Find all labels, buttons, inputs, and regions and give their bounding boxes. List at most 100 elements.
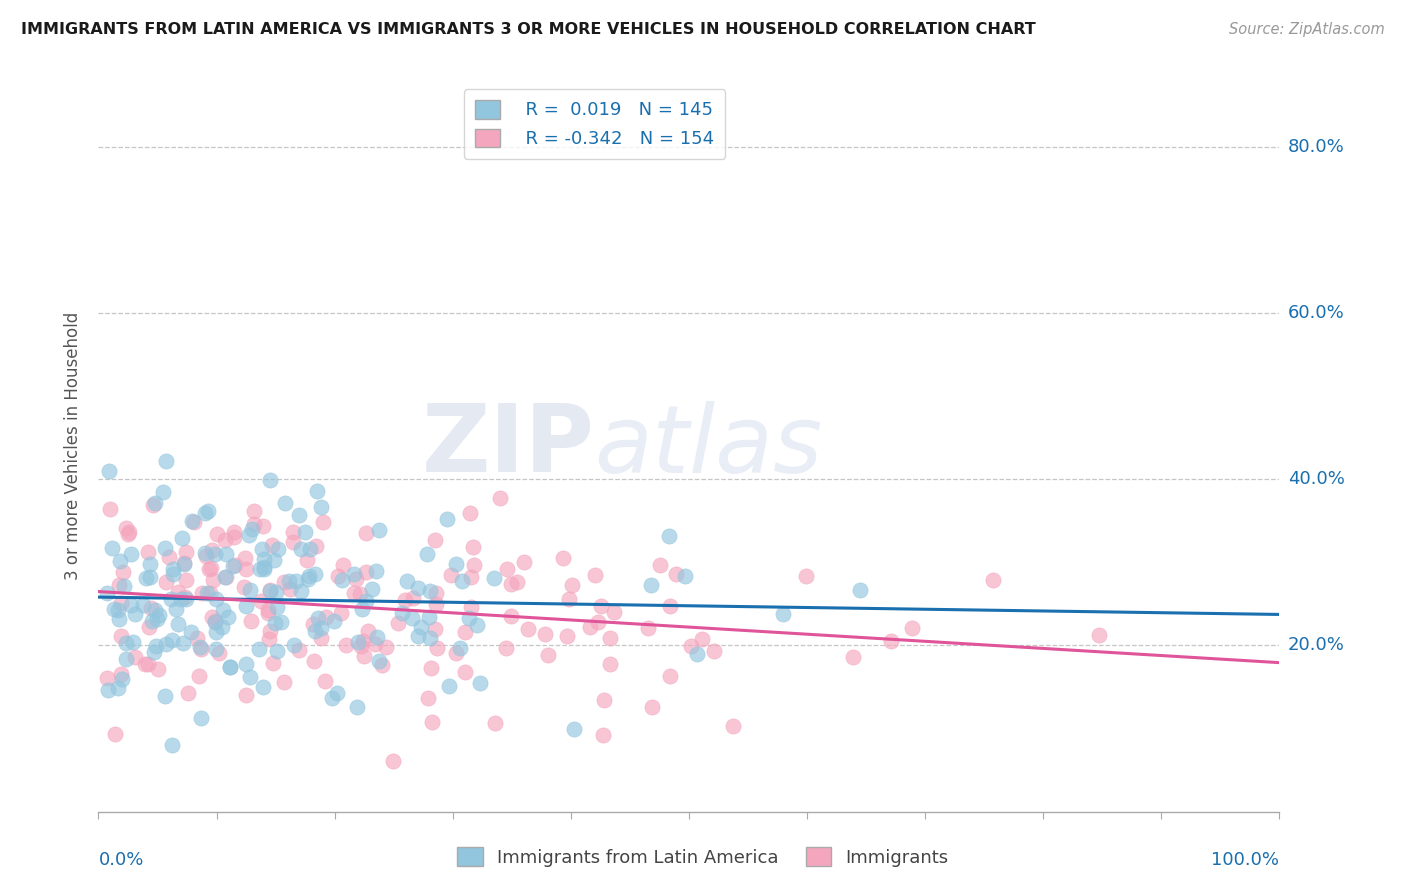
Point [104,726,127,740]
Point [346,700,368,714]
Point [420,661,443,675]
Point [107,603,129,617]
Point [115,651,138,665]
Point [281,524,304,539]
Point [159,591,181,606]
Point [343,586,366,600]
Point [394,593,416,607]
Point [260,538,283,552]
Point [191,586,214,600]
Point [141,615,163,629]
Point [454,665,477,679]
Point [190,640,212,654]
Point [981,573,1004,587]
Point [235,562,257,576]
Point [143,496,166,510]
Point [517,622,540,636]
Point [419,584,441,599]
Point [281,535,304,549]
Point [162,562,184,576]
Point [201,543,224,558]
Point [264,585,287,599]
Point [690,632,713,646]
Point [641,699,664,714]
Point [198,586,221,600]
Point [309,631,332,645]
Point [772,607,794,621]
Text: Source: ZipAtlas.com: Source: ZipAtlas.com [1229,22,1385,37]
Point [190,711,212,725]
Point [425,586,447,600]
Point [172,636,194,650]
Point [101,541,124,555]
Point [273,574,295,589]
Point [458,611,481,625]
Text: 40.0%: 40.0% [1288,470,1344,488]
Point [592,693,614,707]
Point [218,660,240,674]
Point [335,638,357,652]
Point [314,673,336,688]
Point [103,602,125,616]
Point [586,615,609,629]
Point [259,584,281,599]
Point [162,566,184,581]
Point [243,504,266,518]
Point [454,624,477,639]
Point [108,612,131,626]
Point [640,578,662,592]
Point [194,546,217,560]
Text: atlas: atlas [595,401,823,491]
Point [107,681,129,695]
Point [96,586,118,600]
Point [143,645,166,659]
Point [841,650,863,665]
Point [247,642,270,657]
Point [174,590,197,604]
Point [97,682,120,697]
Point [162,632,184,647]
Point [395,574,418,588]
Point [591,599,613,614]
Point [637,621,659,635]
Point [110,672,132,686]
Y-axis label: 3 or more Vehicles in Household: 3 or more Vehicles in Household [65,312,83,580]
Point [253,562,276,576]
Point [214,570,236,584]
Point [357,624,380,638]
Point [195,586,218,600]
Point [205,642,228,657]
Point [426,641,449,656]
Point [561,578,583,592]
Point [143,603,166,617]
Point [794,569,817,583]
Point [460,570,482,584]
Point [406,581,429,595]
Point [165,602,187,616]
Point [262,657,284,671]
Point [200,561,222,575]
Point [145,639,167,653]
Point [215,547,238,561]
Point [173,557,195,571]
Point [243,517,266,532]
Point [115,636,138,650]
Point [214,533,236,547]
Point [686,647,709,661]
Point [134,657,156,671]
Point [499,577,522,591]
Point [418,610,440,624]
Point [224,558,246,572]
Point [224,524,246,539]
Point [186,631,208,645]
Point [495,641,517,656]
Point [599,657,621,671]
Point [170,591,193,606]
Point [235,688,257,702]
Point [496,562,519,576]
Point [536,648,558,662]
Point [354,594,377,608]
Point [583,568,606,582]
Point [139,570,162,584]
Point [146,612,169,626]
